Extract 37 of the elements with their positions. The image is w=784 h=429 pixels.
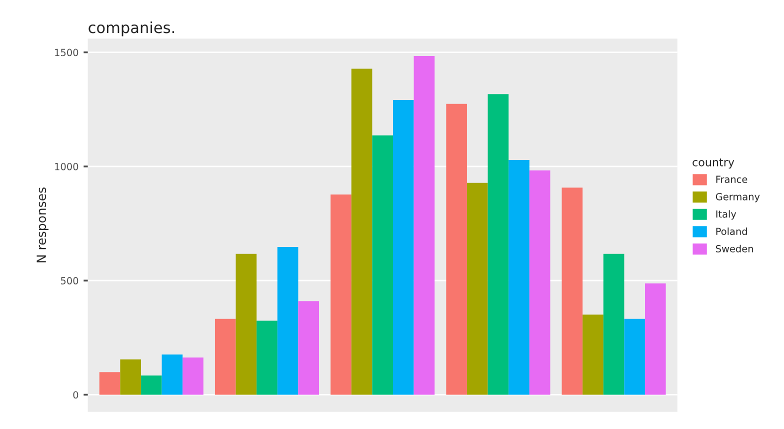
bar bbox=[99, 372, 120, 395]
bar bbox=[392, 100, 414, 395]
legend-label: Italy bbox=[716, 210, 736, 220]
bar bbox=[562, 188, 583, 395]
bar bbox=[372, 135, 393, 395]
chart-title: companies. bbox=[88, 21, 174, 36]
bar bbox=[298, 301, 320, 395]
legend-label: Germany bbox=[716, 192, 760, 202]
bar bbox=[277, 247, 298, 395]
bar bbox=[582, 314, 604, 395]
bar bbox=[120, 359, 141, 395]
bar bbox=[624, 318, 646, 395]
y-tick-label: 1000 bbox=[55, 162, 78, 170]
y-tick-label: 500 bbox=[60, 277, 78, 284]
bar bbox=[645, 283, 666, 395]
bar bbox=[488, 94, 509, 395]
bar bbox=[603, 254, 624, 395]
bar bbox=[466, 182, 488, 395]
bar bbox=[256, 320, 278, 395]
bar bbox=[330, 194, 352, 395]
legend-label: Poland bbox=[716, 228, 747, 236]
bar bbox=[414, 56, 435, 395]
bar bbox=[508, 160, 530, 395]
legend-label: Sweden bbox=[716, 244, 753, 252]
bar bbox=[351, 68, 372, 395]
bar bbox=[236, 254, 257, 395]
bar bbox=[214, 318, 236, 395]
legend-label: France bbox=[716, 176, 748, 183]
y-axis-title: N responses bbox=[36, 188, 48, 262]
legend-title: country bbox=[692, 158, 734, 169]
bar bbox=[446, 104, 467, 395]
y-tick-label: 0 bbox=[73, 391, 78, 399]
bar bbox=[162, 354, 183, 395]
bar bbox=[140, 376, 162, 395]
bar bbox=[182, 358, 204, 395]
bar bbox=[529, 170, 550, 395]
y-tick-label: 1500 bbox=[55, 48, 78, 56]
